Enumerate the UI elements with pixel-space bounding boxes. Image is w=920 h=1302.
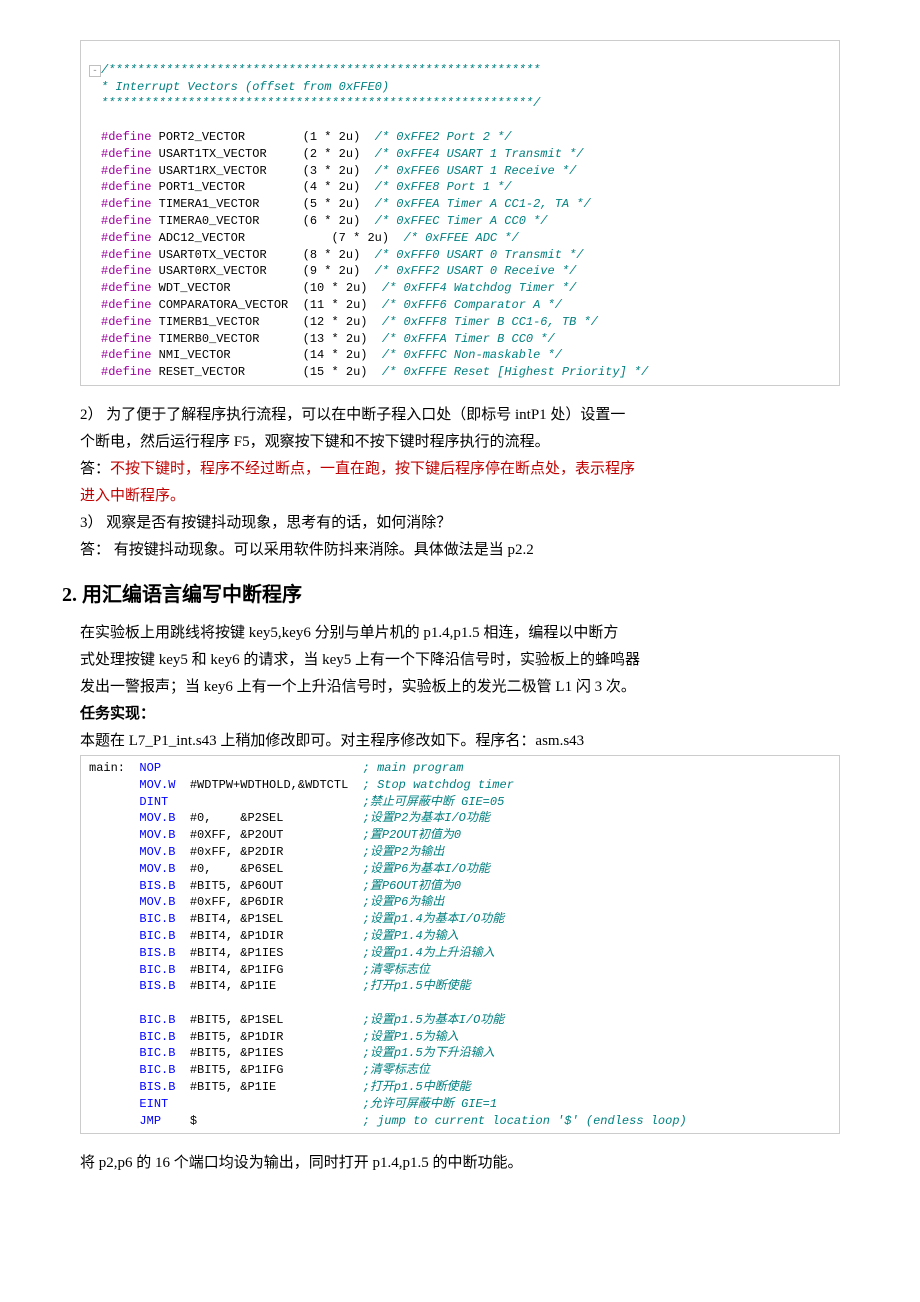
q2-answer-line1: 答：不按下键时，程序不经过断点，一直在跑，按下键后程序停在断点处，表示程序 [80, 456, 840, 483]
task-note: 本题在 L7_P1_int.s43 上稍加修改即可。对主程序修改如下。程序名：a… [80, 728, 840, 755]
fold-icon: - [89, 65, 101, 77]
q2-line1: 2） 为了便于了解程序执行流程，可以在中断子程入口处（即标号 intP1 处）设… [80, 402, 840, 429]
q2-line2: 个断电，然后运行程序 F5，观察按下键和不按下键时程序执行的流程。 [80, 429, 840, 456]
q2-answer-prefix: 答： [80, 461, 110, 477]
task-line2: 式处理按键 key5 和 key6 的请求，当 key5 上有一个下降沿信号时，… [80, 647, 840, 674]
header-comment-1: /***************************************… [101, 63, 540, 77]
q2-answer-red1: 不按下键时，程序不经过断点，一直在跑，按下键后程序停在断点处，表示程序 [110, 461, 635, 477]
q3-line2: 答： 有按键抖动现象。可以采用软件防抖来消除。具体做法是当 p2.2 [80, 537, 840, 564]
section-heading: 2. 用汇编语言编写中断程序 [62, 580, 840, 610]
q2-answer-red2: 进入中断程序。 [80, 483, 840, 510]
task-line1: 在实验板上用跳线将按键 key5,key6 分别与单片机的 p1.4,p1.5 … [80, 620, 840, 647]
header-comment-3: ****************************************… [101, 96, 540, 110]
footer-line: 将 p2,p6 的 16 个端口均设为输出，同时打开 p1.4,p1.5 的中断… [80, 1150, 840, 1177]
q3-line1: 3） 观察是否有按键抖动现象，思考有的话，如何消除？ [80, 510, 840, 537]
vector-code-block: -/**************************************… [80, 40, 840, 386]
task-line3: 发出一警报声；当 key6 上有一个上升沿信号时，实验板上的发光二极管 L1 闪… [80, 674, 840, 701]
task-description: 在实验板上用跳线将按键 key5,key6 分别与单片机的 p1.4,p1.5 … [80, 620, 840, 755]
question-2-block: 2） 为了便于了解程序执行流程，可以在中断子程入口处（即标号 intP1 处）设… [80, 402, 840, 564]
header-comment-2: * Interrupt Vectors (offset from 0xFFE0) [101, 80, 389, 94]
task-subhead: 任务实现： [80, 701, 840, 728]
asm-code-block: main: NOP ; main program MOV.W #WDTPW+WD… [80, 755, 840, 1135]
